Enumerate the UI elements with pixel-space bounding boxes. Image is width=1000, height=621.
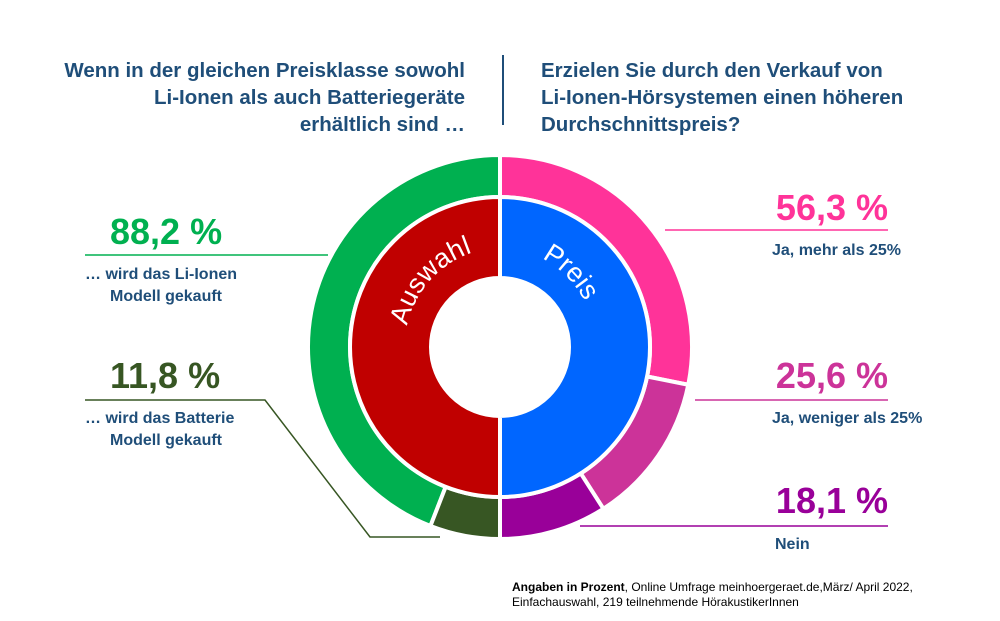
- footnote-bold: Angaben in Prozent: [512, 580, 625, 594]
- li-ionen-description-line-1: … wird das Li-Ionen: [85, 266, 238, 283]
- nein-description: Nein: [775, 536, 810, 553]
- inner-ring-auswahl: [348, 195, 502, 499]
- ja-weniger-description: Ja, weniger als 25%: [772, 410, 923, 427]
- batterie-percent: 11,8 %: [110, 355, 221, 396]
- footnote-line-2: Einfachauswahl, 219 teilnehmende Hörakus…: [512, 595, 799, 609]
- question-left-line-1: Wenn in der gleichen Preisklasse sowohl: [64, 59, 465, 82]
- question-right-line-2: Li-Ionen-Hörsystemen einen höheren: [541, 86, 904, 109]
- li-ionen-percent: 88,2 %: [110, 211, 223, 252]
- footnote: Angaben in Prozent, Online Umfrage meinh…: [512, 580, 913, 610]
- title-divider: [502, 55, 504, 125]
- ja-weniger-percent: 25,6 %: [775, 355, 888, 396]
- question-right-line-1: Erzielen Sie durch den Verkauf von: [541, 59, 883, 82]
- batterie-description-line-1: … wird das Batterie: [85, 410, 235, 427]
- batterie-description-line-2: Modell gekauft: [110, 432, 223, 449]
- nein-percent: 18,1 %: [775, 480, 888, 521]
- ja-mehr-description: Ja, mehr als 25%: [772, 242, 901, 259]
- batterie-description: … wird das Batterie Modell gekauft: [85, 408, 234, 452]
- question-left: Wenn in der gleichen Preisklasse sowohl …: [20, 57, 465, 138]
- li-ionen-description: … wird das Li-Ionen Modell gekauft: [85, 264, 237, 308]
- inner-ring-preis: [498, 195, 652, 499]
- question-right-line-3: Durchschnittspreis?: [541, 113, 741, 136]
- ja-mehr-percent: 56,3 %: [775, 187, 888, 228]
- li-ionen-description-line-2: Modell gekauft: [110, 288, 223, 305]
- question-right: Erzielen Sie durch den Verkauf von Li-Io…: [541, 57, 981, 138]
- leader-line-batterie: [85, 399, 440, 538]
- footnote-line-1: , Online Umfrage meinhoergeraet.de,März/…: [624, 580, 913, 594]
- question-left-line-2: Li-Ionen als auch Batteriegeräte: [153, 86, 465, 109]
- question-left-line-3: erhältlich sind …: [299, 113, 465, 136]
